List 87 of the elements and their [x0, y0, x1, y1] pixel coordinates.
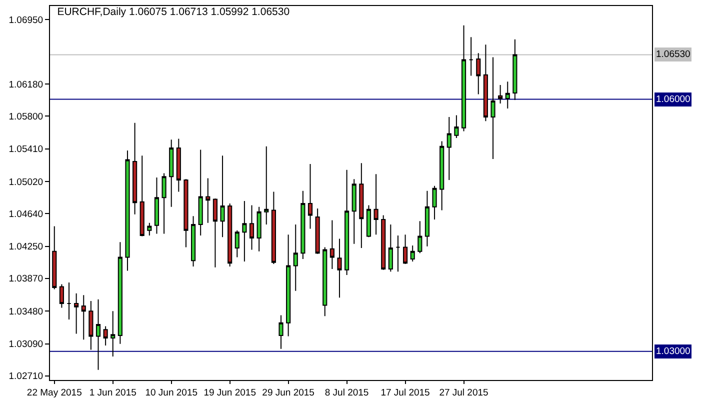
- candlestick: [344, 169, 350, 276]
- candlestick: [337, 238, 342, 298]
- candlestick: [271, 191, 276, 265]
- candlestick: [359, 162, 364, 249]
- y-tick-label: 1.06180: [8, 79, 44, 90]
- candlestick: [234, 230, 240, 258]
- candlestick: [52, 226, 57, 290]
- x-tick-label: 22 May 2015: [26, 387, 82, 398]
- candlestick: [330, 220, 334, 270]
- candlestick: [66, 282, 72, 320]
- candlestick: [366, 204, 372, 238]
- candlestick: [476, 52, 481, 95]
- chart-title: EURCHF,Daily 1.06075 1.06713 1.05992 1.06530: [57, 6, 290, 18]
- x-tick-label: 10 Jun 2015: [145, 387, 198, 398]
- candlestick: [454, 114, 459, 138]
- x-tick-label: 27 Jul 2015: [439, 387, 488, 398]
- y-tick-label: 1.05020: [8, 176, 44, 188]
- y-tick-label: 1.05410: [8, 144, 44, 156]
- y-tick-label: 1.03480: [8, 306, 44, 318]
- candlestick: [388, 224, 393, 272]
- candlestick: [125, 150, 130, 272]
- candlestick: [59, 284, 64, 308]
- candlestick: [264, 146, 269, 226]
- candlestick: [322, 246, 328, 317]
- candlestick: [402, 234, 408, 265]
- x-tick-label: 19 Jun 2015: [204, 387, 256, 398]
- candlestick: [308, 164, 313, 230]
- candlestick: [498, 84, 503, 104]
- candlestick: [278, 314, 284, 350]
- candlestick: [512, 38, 518, 100]
- y-tick-label: 1.03870: [8, 274, 44, 285]
- y-tick-label: 1.05800: [8, 111, 44, 122]
- candlestick: [132, 122, 138, 215]
- ref-line-label: 1.06000: [656, 94, 690, 105]
- candlestick: [424, 190, 430, 247]
- candlestick: [374, 174, 378, 236]
- y-tick-label: 1.04250: [8, 242, 44, 253]
- candlestick: [410, 245, 415, 262]
- candlestick: [256, 206, 262, 252]
- candlestick: [352, 178, 356, 244]
- candlestick: [300, 190, 306, 260]
- candlestick: [74, 292, 79, 334]
- candlestick: [154, 176, 160, 234]
- candlestick: [381, 214, 386, 270]
- candlestick: [242, 200, 247, 262]
- candlestick: [286, 234, 291, 337]
- y-tick-label: 1.02710: [8, 371, 44, 382]
- candlestick: [461, 24, 466, 132]
- candlestick: [103, 326, 108, 346]
- candlestick: [176, 138, 181, 192]
- y-tick-label: 1.04640: [8, 208, 44, 220]
- candlestick: [432, 185, 437, 220]
- candlestick: [184, 178, 188, 248]
- candlestick: [162, 172, 166, 234]
- x-tick-label: 1 Jun 2015: [89, 387, 136, 398]
- ref-line-label: 1.06530: [656, 49, 690, 60]
- candlestick: [198, 149, 203, 236]
- x-tick-label: 8 Jul 2015: [324, 387, 369, 398]
- candlestick: [110, 310, 116, 357]
- candlestick: [228, 203, 232, 268]
- candlestick: [293, 224, 298, 292]
- candlestick: [315, 208, 320, 254]
- candlestick: [147, 222, 152, 236]
- ref-line-label: 1.03000: [656, 346, 690, 357]
- candlestick: [220, 155, 225, 238]
- candlestick: [190, 216, 196, 268]
- candlestick: [483, 44, 488, 122]
- candlestick: [169, 139, 174, 208]
- candlestick: [396, 234, 400, 272]
- candlestick: [446, 116, 452, 180]
- candlestick: [440, 140, 444, 211]
- candlestick: [88, 300, 94, 350]
- candlestick: [505, 81, 510, 110]
- candlestick: [418, 220, 422, 254]
- candlestick: [249, 204, 254, 250]
- y-tick-label: 1.06950: [8, 14, 44, 26]
- x-tick-label: 17 Jul 2015: [380, 387, 430, 398]
- x-tick-label: 29 Jun 2015: [262, 387, 314, 398]
- candlestick: [212, 198, 218, 268]
- candlestick: [206, 178, 210, 224]
- y-tick-label: 1.03090: [8, 339, 44, 350]
- candlestick: [468, 36, 474, 76]
- candlestick: [490, 56, 496, 160]
- candlestick: [96, 298, 101, 370]
- candlestick: [81, 294, 86, 340]
- candlestick: [118, 242, 122, 344]
- candlestick: [140, 155, 144, 237]
